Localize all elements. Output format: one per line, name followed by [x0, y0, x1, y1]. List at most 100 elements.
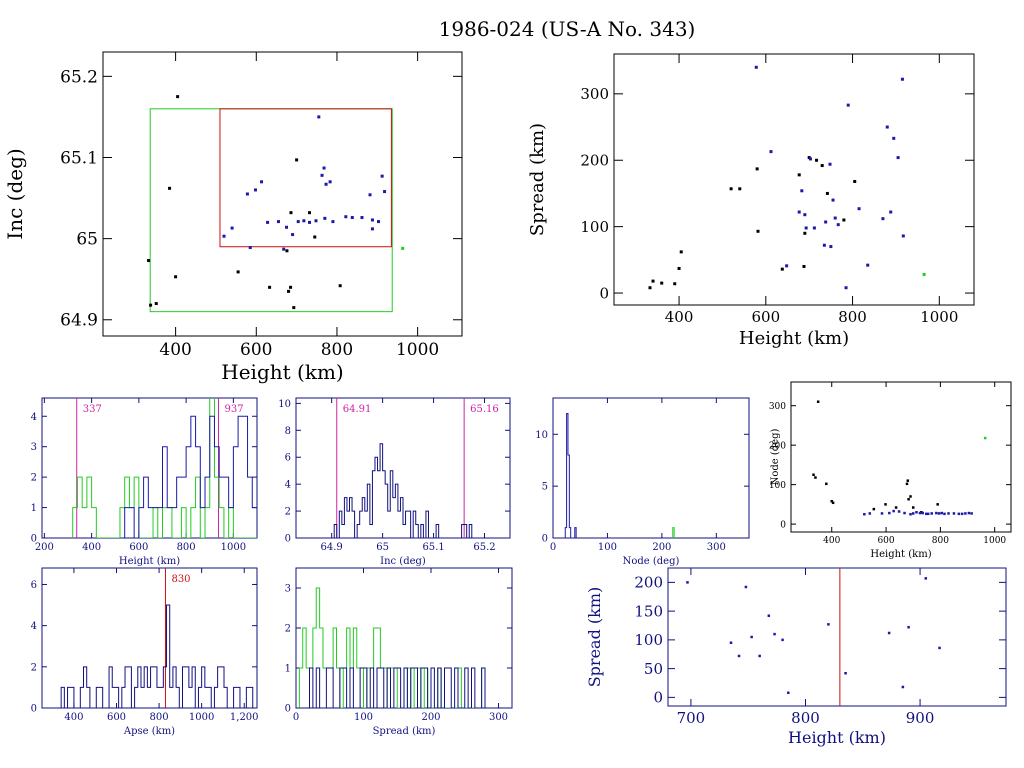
data-point: [253, 188, 257, 192]
data-point: [295, 158, 299, 162]
plot-frame: [667, 567, 1007, 707]
x-tick-label: 100: [598, 542, 617, 553]
data-point: [149, 303, 153, 307]
plot-area: [147, 95, 405, 313]
data-point: [905, 482, 909, 486]
data-point: [230, 226, 234, 230]
x-tick-label: 800: [791, 709, 820, 727]
histogram-series: [299, 667, 492, 708]
data-point: [812, 473, 815, 477]
data-point: [282, 247, 286, 251]
x-tick-label: 65.2: [473, 542, 495, 553]
chart-spread-height: 400 600 800 1000 0 100 200 300 Height (km) Spread…: [527, 53, 975, 349]
data-point: [815, 158, 819, 162]
data-point: [863, 512, 866, 516]
data-point: [897, 510, 901, 513]
y-tick-label: 2: [285, 507, 291, 518]
data-point: [825, 482, 828, 486]
data-point: [831, 501, 835, 505]
data-point: [677, 266, 681, 270]
data-point: [868, 512, 872, 515]
data-point: [822, 243, 826, 247]
y-tick-label: 50: [644, 660, 663, 678]
data-point: [804, 226, 808, 230]
y-tick-label: 100: [769, 481, 786, 491]
data-point: [983, 436, 987, 440]
x-tick-label: 800: [177, 542, 196, 553]
data-point: [651, 279, 655, 283]
data-point: [909, 512, 912, 516]
plot-frame: [790, 381, 1012, 533]
data-point: [291, 233, 295, 237]
histogram-series: [124, 415, 257, 538]
data-point: [758, 654, 761, 658]
x-tick-label: 800: [932, 536, 949, 546]
data-point: [313, 235, 317, 239]
data-point: [857, 207, 861, 211]
plot-area: [686, 568, 941, 706]
data-point: [947, 512, 950, 515]
data-point: [957, 512, 961, 516]
plot-area: [331, 398, 477, 538]
data-point: [328, 180, 332, 184]
data-point: [884, 503, 887, 506]
data-point: [729, 641, 733, 644]
data-point: [906, 479, 910, 482]
x-tick-label: 400: [665, 308, 694, 326]
y-tick-label: 4: [31, 412, 37, 423]
reference-line-label: 337: [83, 404, 102, 415]
plot-frame: [41, 397, 258, 539]
data-point: [350, 216, 354, 220]
data-point: [785, 264, 789, 268]
data-point: [285, 249, 289, 253]
plot-frame: [295, 397, 511, 539]
histogram-series: [563, 413, 577, 538]
data-point: [802, 264, 806, 268]
plot-frame: [552, 397, 750, 539]
data-point: [909, 495, 912, 498]
data-point: [926, 512, 930, 516]
plot-area: [648, 65, 926, 290]
x-tick-label: 1000: [396, 340, 439, 360]
data-point: [964, 512, 967, 515]
chart-hist-spread: 0 100 200 300 0 1 2 3 Spread (km): [285, 567, 513, 737]
x-tick-label: 600: [129, 542, 148, 553]
data-point: [176, 95, 180, 99]
data-point: [960, 512, 964, 516]
data-point: [147, 259, 151, 263]
data-point: [829, 245, 833, 249]
y-tick-label: 5: [542, 482, 548, 493]
x-tick-label: 300: [489, 712, 508, 723]
data-point: [800, 189, 804, 193]
x-tick-label: 800: [150, 712, 169, 723]
data-point: [648, 286, 652, 290]
data-point: [803, 231, 807, 235]
y-tick-label: 2: [31, 473, 37, 484]
data-point: [881, 217, 885, 221]
x-tick-label: 600: [240, 340, 272, 360]
data-point: [260, 180, 264, 184]
x-tick-label: 200: [35, 542, 54, 553]
data-point: [940, 511, 943, 515]
x-tick-label: 65: [376, 542, 389, 553]
data-point: [276, 220, 280, 224]
data-point: [967, 511, 971, 515]
data-point: [755, 167, 759, 171]
y-tick-label: 6: [285, 453, 291, 464]
data-point: [686, 581, 689, 584]
y-tick-label: 10: [278, 399, 291, 410]
x-tick-label: 700: [677, 709, 706, 727]
y-tick-label: 0: [780, 520, 786, 530]
data-point: [922, 272, 926, 276]
data-point: [816, 400, 820, 403]
y-axis-label: Inc (deg): [3, 148, 27, 239]
data-point: [769, 150, 773, 154]
data-point: [383, 190, 387, 194]
data-point: [836, 223, 840, 227]
data-point: [324, 182, 328, 186]
x-tick-label: 600: [877, 536, 894, 546]
x-tick-label: 64.9: [321, 542, 343, 553]
y-tick-label: 8: [285, 426, 291, 437]
data-point: [236, 270, 240, 274]
